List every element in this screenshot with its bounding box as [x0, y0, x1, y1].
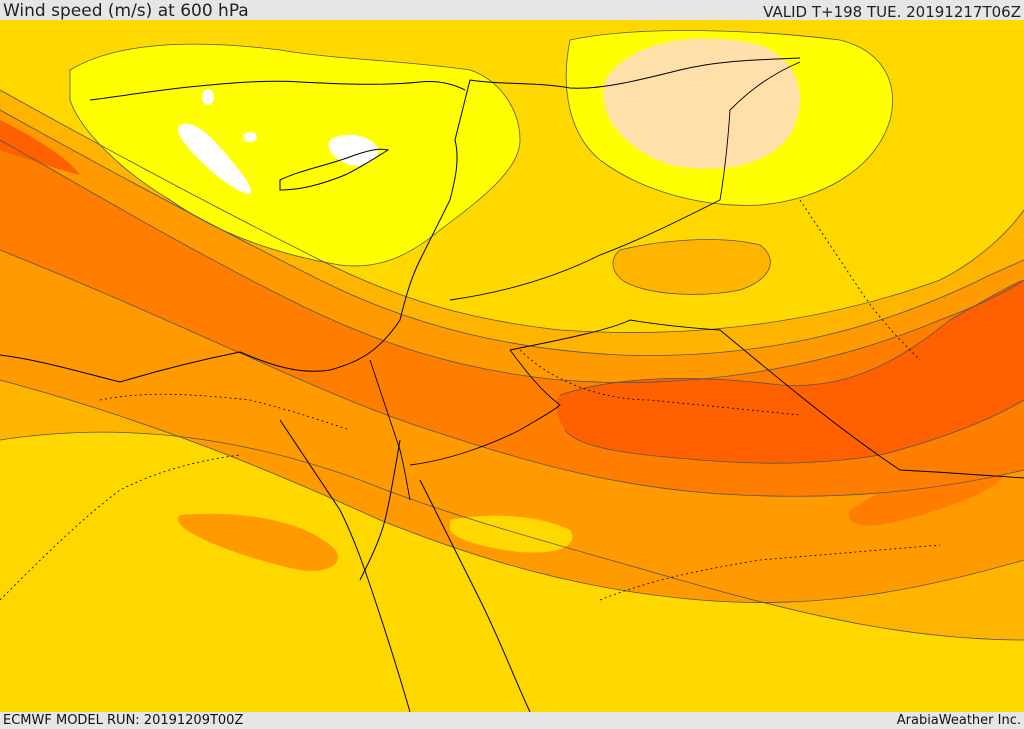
calm-area-2 — [328, 134, 379, 166]
calm-area — [178, 123, 252, 195]
calm-area-3 — [202, 89, 214, 105]
province-borders — [0, 199, 941, 601]
wind-contours — [0, 30, 1024, 641]
coastlines — [0, 57, 801, 712]
map-area[interactable] — [0, 20, 1024, 712]
band-2-lobe-area — [450, 515, 573, 553]
model-run: ECMWF MODEL RUN: 20191209T00Z — [3, 713, 244, 728]
wind-speed-map — [0, 20, 1024, 712]
band-4-east-area — [848, 453, 1007, 526]
calm-area-4 — [243, 132, 257, 142]
map-title: Wind speed (m/s) at 600 hPa — [3, 1, 249, 21]
band-4-south-area — [178, 513, 339, 571]
footer-bar: ECMWF MODEL RUN: 20191209T00Z ArabiaWeat… — [0, 712, 1024, 729]
light-area — [603, 38, 800, 169]
band-1-area — [70, 44, 520, 266]
borders — [369, 61, 1024, 501]
band-6-area — [556, 280, 1024, 464]
credit-text: ArabiaWeather Inc. — [896, 713, 1021, 728]
band-6-west-area — [0, 120, 80, 175]
band-3-lobe-area — [613, 239, 771, 295]
valid-time: VALID T+198 TUE. 20191217T06Z — [763, 3, 1021, 21]
header-bar: Wind speed (m/s) at 600 hPa VALID T+198 … — [0, 0, 1024, 20]
